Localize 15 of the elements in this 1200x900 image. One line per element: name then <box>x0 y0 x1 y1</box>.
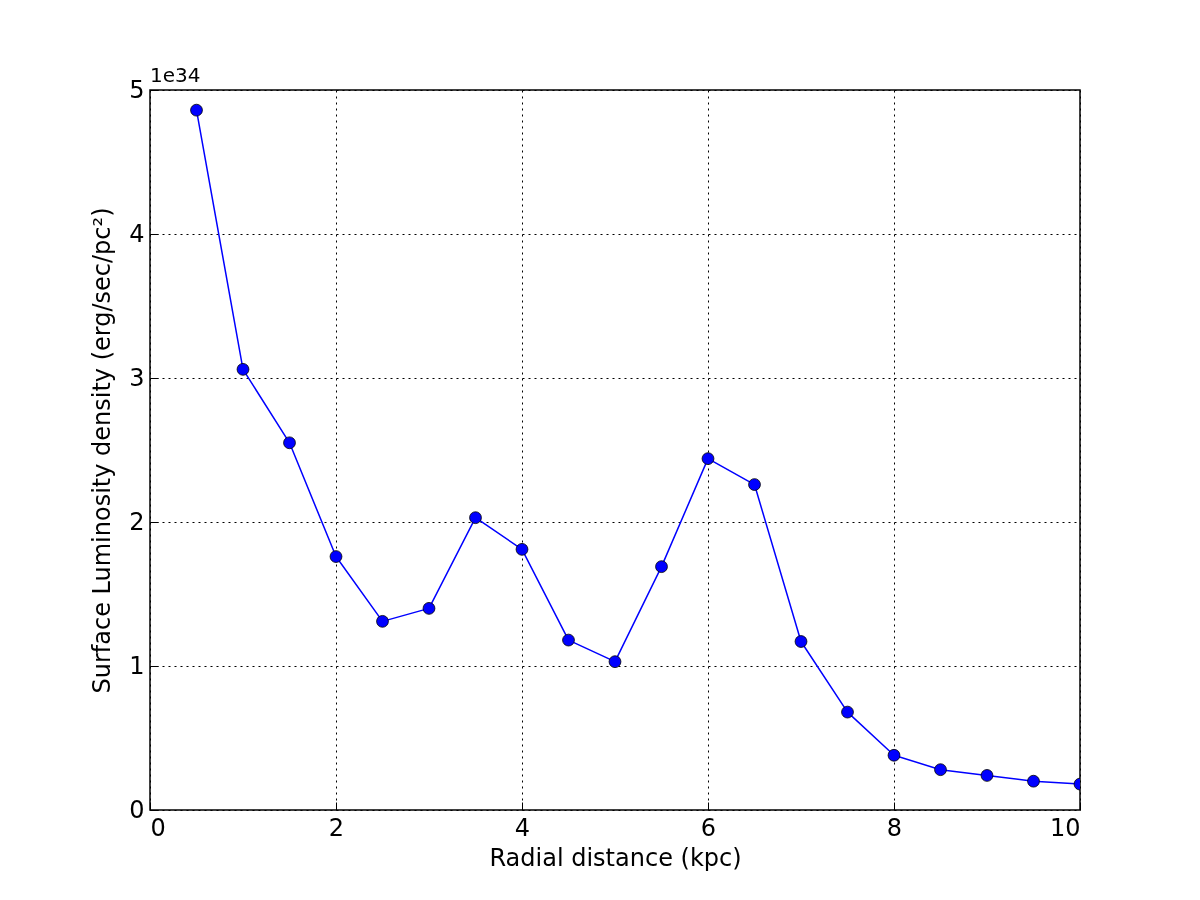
y-axis-title: Surface Luminosity density (erg/sec/pc²) <box>88 207 117 694</box>
x-tick-label: 4 <box>514 813 531 842</box>
x-tick-label: 8 <box>886 813 903 842</box>
x-axis-title: Radial distance (kpc) <box>489 843 742 872</box>
x-tick-label: 10 <box>1049 813 1081 842</box>
y-tick-label: 5 <box>129 75 145 104</box>
y-tick-label: 2 <box>129 507 145 536</box>
y-tick-label: 4 <box>129 219 145 248</box>
y-tick-label: 1 <box>129 651 145 680</box>
x-tick-label: 2 <box>328 813 345 842</box>
y-tick-label: 0 <box>129 795 145 824</box>
x-tick-label: 0 <box>150 813 166 842</box>
text: 1e34 <box>150 63 201 87</box>
y-tick-label: 3 <box>129 363 145 392</box>
x-tick-label: 6 <box>700 813 717 842</box>
